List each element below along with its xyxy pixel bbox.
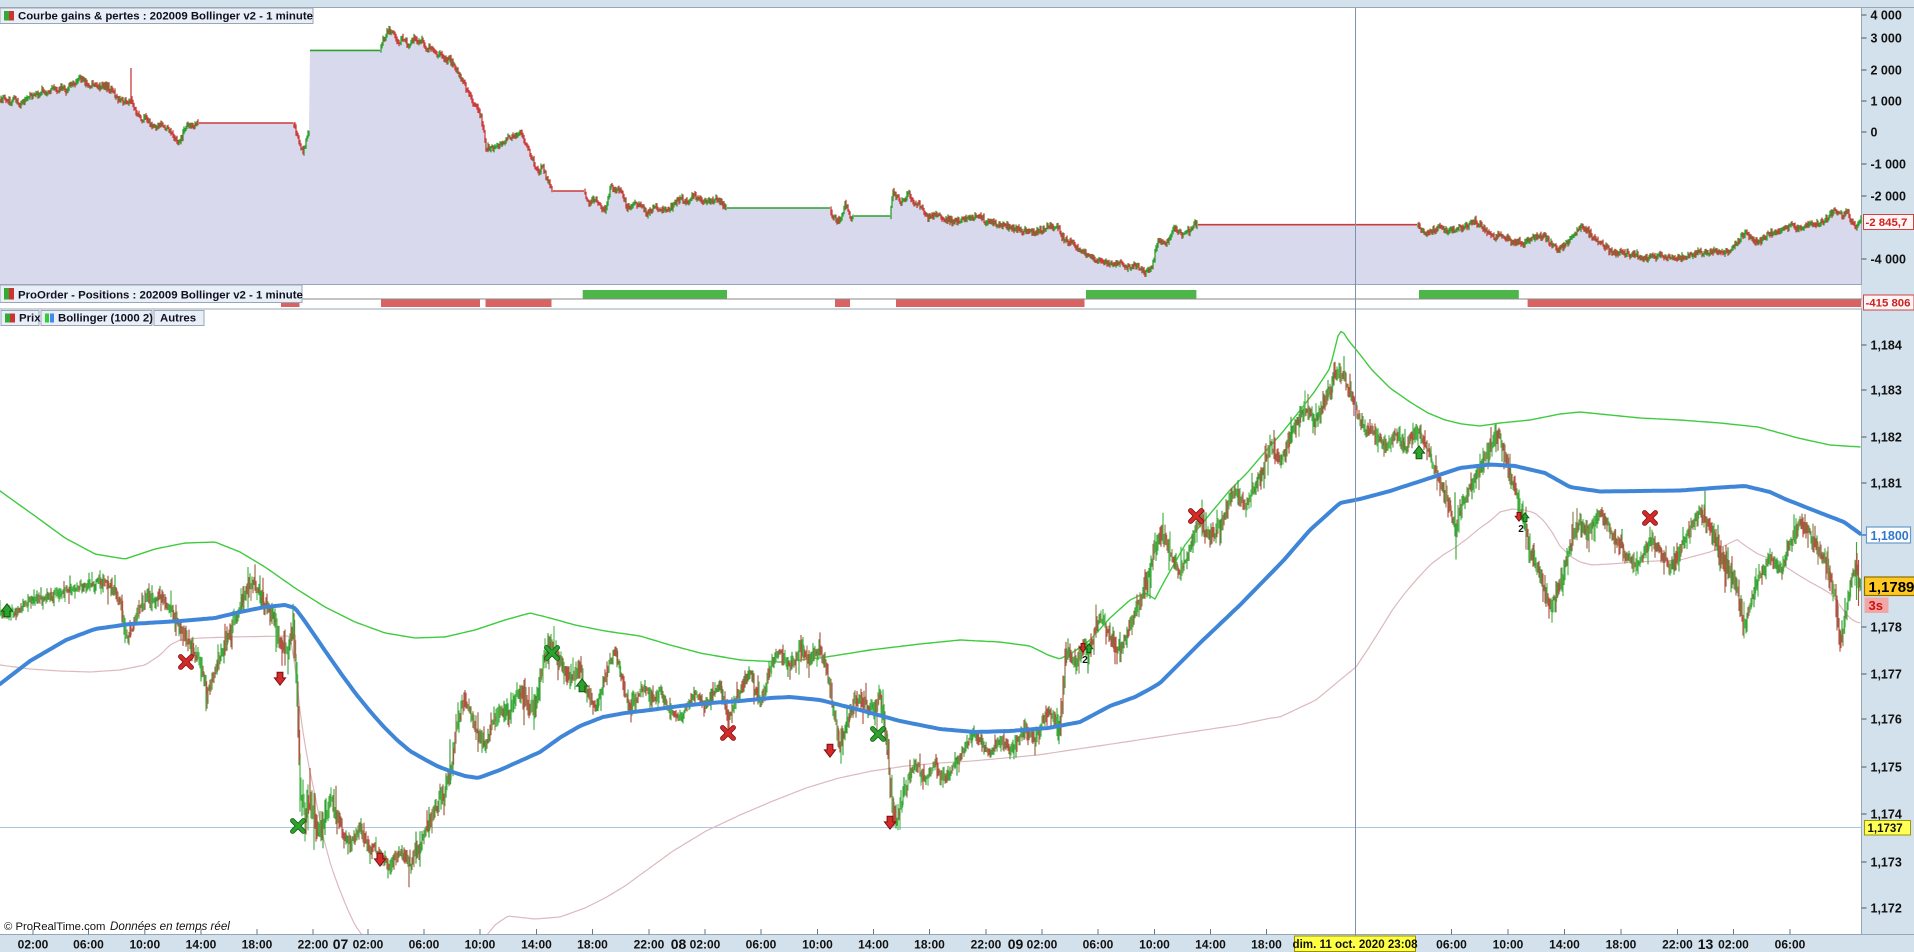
svg-text:ProOrder - Positions : 202009: ProOrder - Positions : 202009 Bollinger …	[18, 290, 303, 302]
svg-text:1,176: 1,176	[1871, 712, 1902, 726]
svg-text:10:00: 10:00	[802, 938, 833, 952]
svg-text:14:00: 14:00	[1549, 938, 1580, 952]
svg-text:22:00: 22:00	[1662, 938, 1693, 952]
svg-text:06:00: 06:00	[73, 938, 104, 952]
svg-text:07: 07	[333, 936, 349, 952]
svg-text:-1 000: -1 000	[1871, 157, 1906, 171]
svg-text:14:00: 14:00	[1195, 938, 1226, 952]
svg-text:dim. 11 oct. 2020 23:08: dim. 11 oct. 2020 23:08	[1292, 938, 1418, 951]
svg-text:Données en temps réel: Données en temps réel	[110, 920, 230, 933]
svg-text:18:00: 18:00	[1251, 938, 1282, 952]
svg-text:13: 13	[1698, 936, 1714, 952]
svg-text:Prix: Prix	[19, 313, 41, 325]
svg-text:1,182: 1,182	[1871, 430, 1902, 444]
svg-text:Bollinger (1000 2): Bollinger (1000 2)	[58, 313, 153, 325]
svg-text:09: 09	[1008, 936, 1024, 952]
svg-text:18:00: 18:00	[914, 938, 945, 952]
svg-text:2: 2	[1518, 524, 1524, 535]
svg-text:14:00: 14:00	[186, 938, 217, 952]
svg-text:06:00: 06:00	[1436, 938, 1467, 952]
svg-text:10:00: 10:00	[1493, 938, 1524, 952]
svg-text:-2 845,7: -2 845,7	[1866, 217, 1908, 229]
svg-text:1,1737: 1,1737	[1868, 823, 1903, 835]
svg-text:02:00: 02:00	[353, 938, 384, 952]
svg-text:3 000: 3 000	[1871, 31, 1902, 45]
svg-text:22:00: 22:00	[634, 938, 665, 952]
svg-text:1,184: 1,184	[1871, 338, 1902, 352]
svg-text:1,183: 1,183	[1871, 383, 1902, 397]
svg-text:Autres: Autres	[160, 313, 196, 325]
svg-text:1,1800: 1,1800	[1871, 529, 1909, 543]
svg-text:22:00: 22:00	[971, 938, 1002, 952]
svg-text:-4 000: -4 000	[1871, 252, 1906, 266]
svg-text:06:00: 06:00	[1775, 938, 1806, 952]
svg-text:1,178: 1,178	[1871, 620, 1902, 634]
svg-text:2 000: 2 000	[1871, 63, 1902, 77]
svg-text:14:00: 14:00	[858, 938, 889, 952]
svg-text:18:00: 18:00	[577, 938, 608, 952]
svg-text:06:00: 06:00	[409, 938, 440, 952]
svg-text:Courbe gains & pertes : 202009: Courbe gains & pertes : 202009 Bollinger…	[18, 11, 313, 23]
svg-text:10:00: 10:00	[129, 938, 160, 952]
svg-text:02:00: 02:00	[1027, 938, 1058, 952]
svg-text:1,173: 1,173	[1871, 855, 1902, 869]
svg-text:1 000: 1 000	[1871, 94, 1902, 108]
svg-text:18:00: 18:00	[242, 938, 273, 952]
svg-text:02:00: 02:00	[690, 938, 721, 952]
svg-text:18:00: 18:00	[1606, 938, 1637, 952]
svg-text:0: 0	[1871, 125, 1878, 139]
svg-text:22:00: 22:00	[298, 938, 329, 952]
svg-text:3s: 3s	[1869, 598, 1883, 613]
svg-text:1,177: 1,177	[1871, 667, 1902, 681]
svg-text:-2 000: -2 000	[1871, 189, 1906, 203]
svg-text:1,174: 1,174	[1871, 807, 1902, 821]
svg-text:1,175: 1,175	[1871, 760, 1902, 774]
svg-text:-415 806: -415 806	[1866, 298, 1911, 310]
svg-text:06:00: 06:00	[1083, 938, 1114, 952]
svg-text:© ProRealTime.com: © ProRealTime.com	[4, 921, 105, 933]
svg-text:1,172: 1,172	[1871, 901, 1902, 915]
svg-text:4 000: 4 000	[1871, 8, 1902, 22]
svg-text:06:00: 06:00	[746, 938, 777, 952]
svg-text:10:00: 10:00	[1139, 938, 1170, 952]
svg-text:1,1789: 1,1789	[1869, 579, 1914, 596]
svg-text:02:00: 02:00	[18, 938, 49, 952]
svg-text:1,181: 1,181	[1871, 476, 1902, 490]
svg-text:2: 2	[1082, 655, 1088, 666]
svg-text:08: 08	[671, 936, 687, 952]
svg-text:02:00: 02:00	[1718, 938, 1749, 952]
svg-text:14:00: 14:00	[521, 938, 552, 952]
svg-text:10:00: 10:00	[465, 938, 496, 952]
